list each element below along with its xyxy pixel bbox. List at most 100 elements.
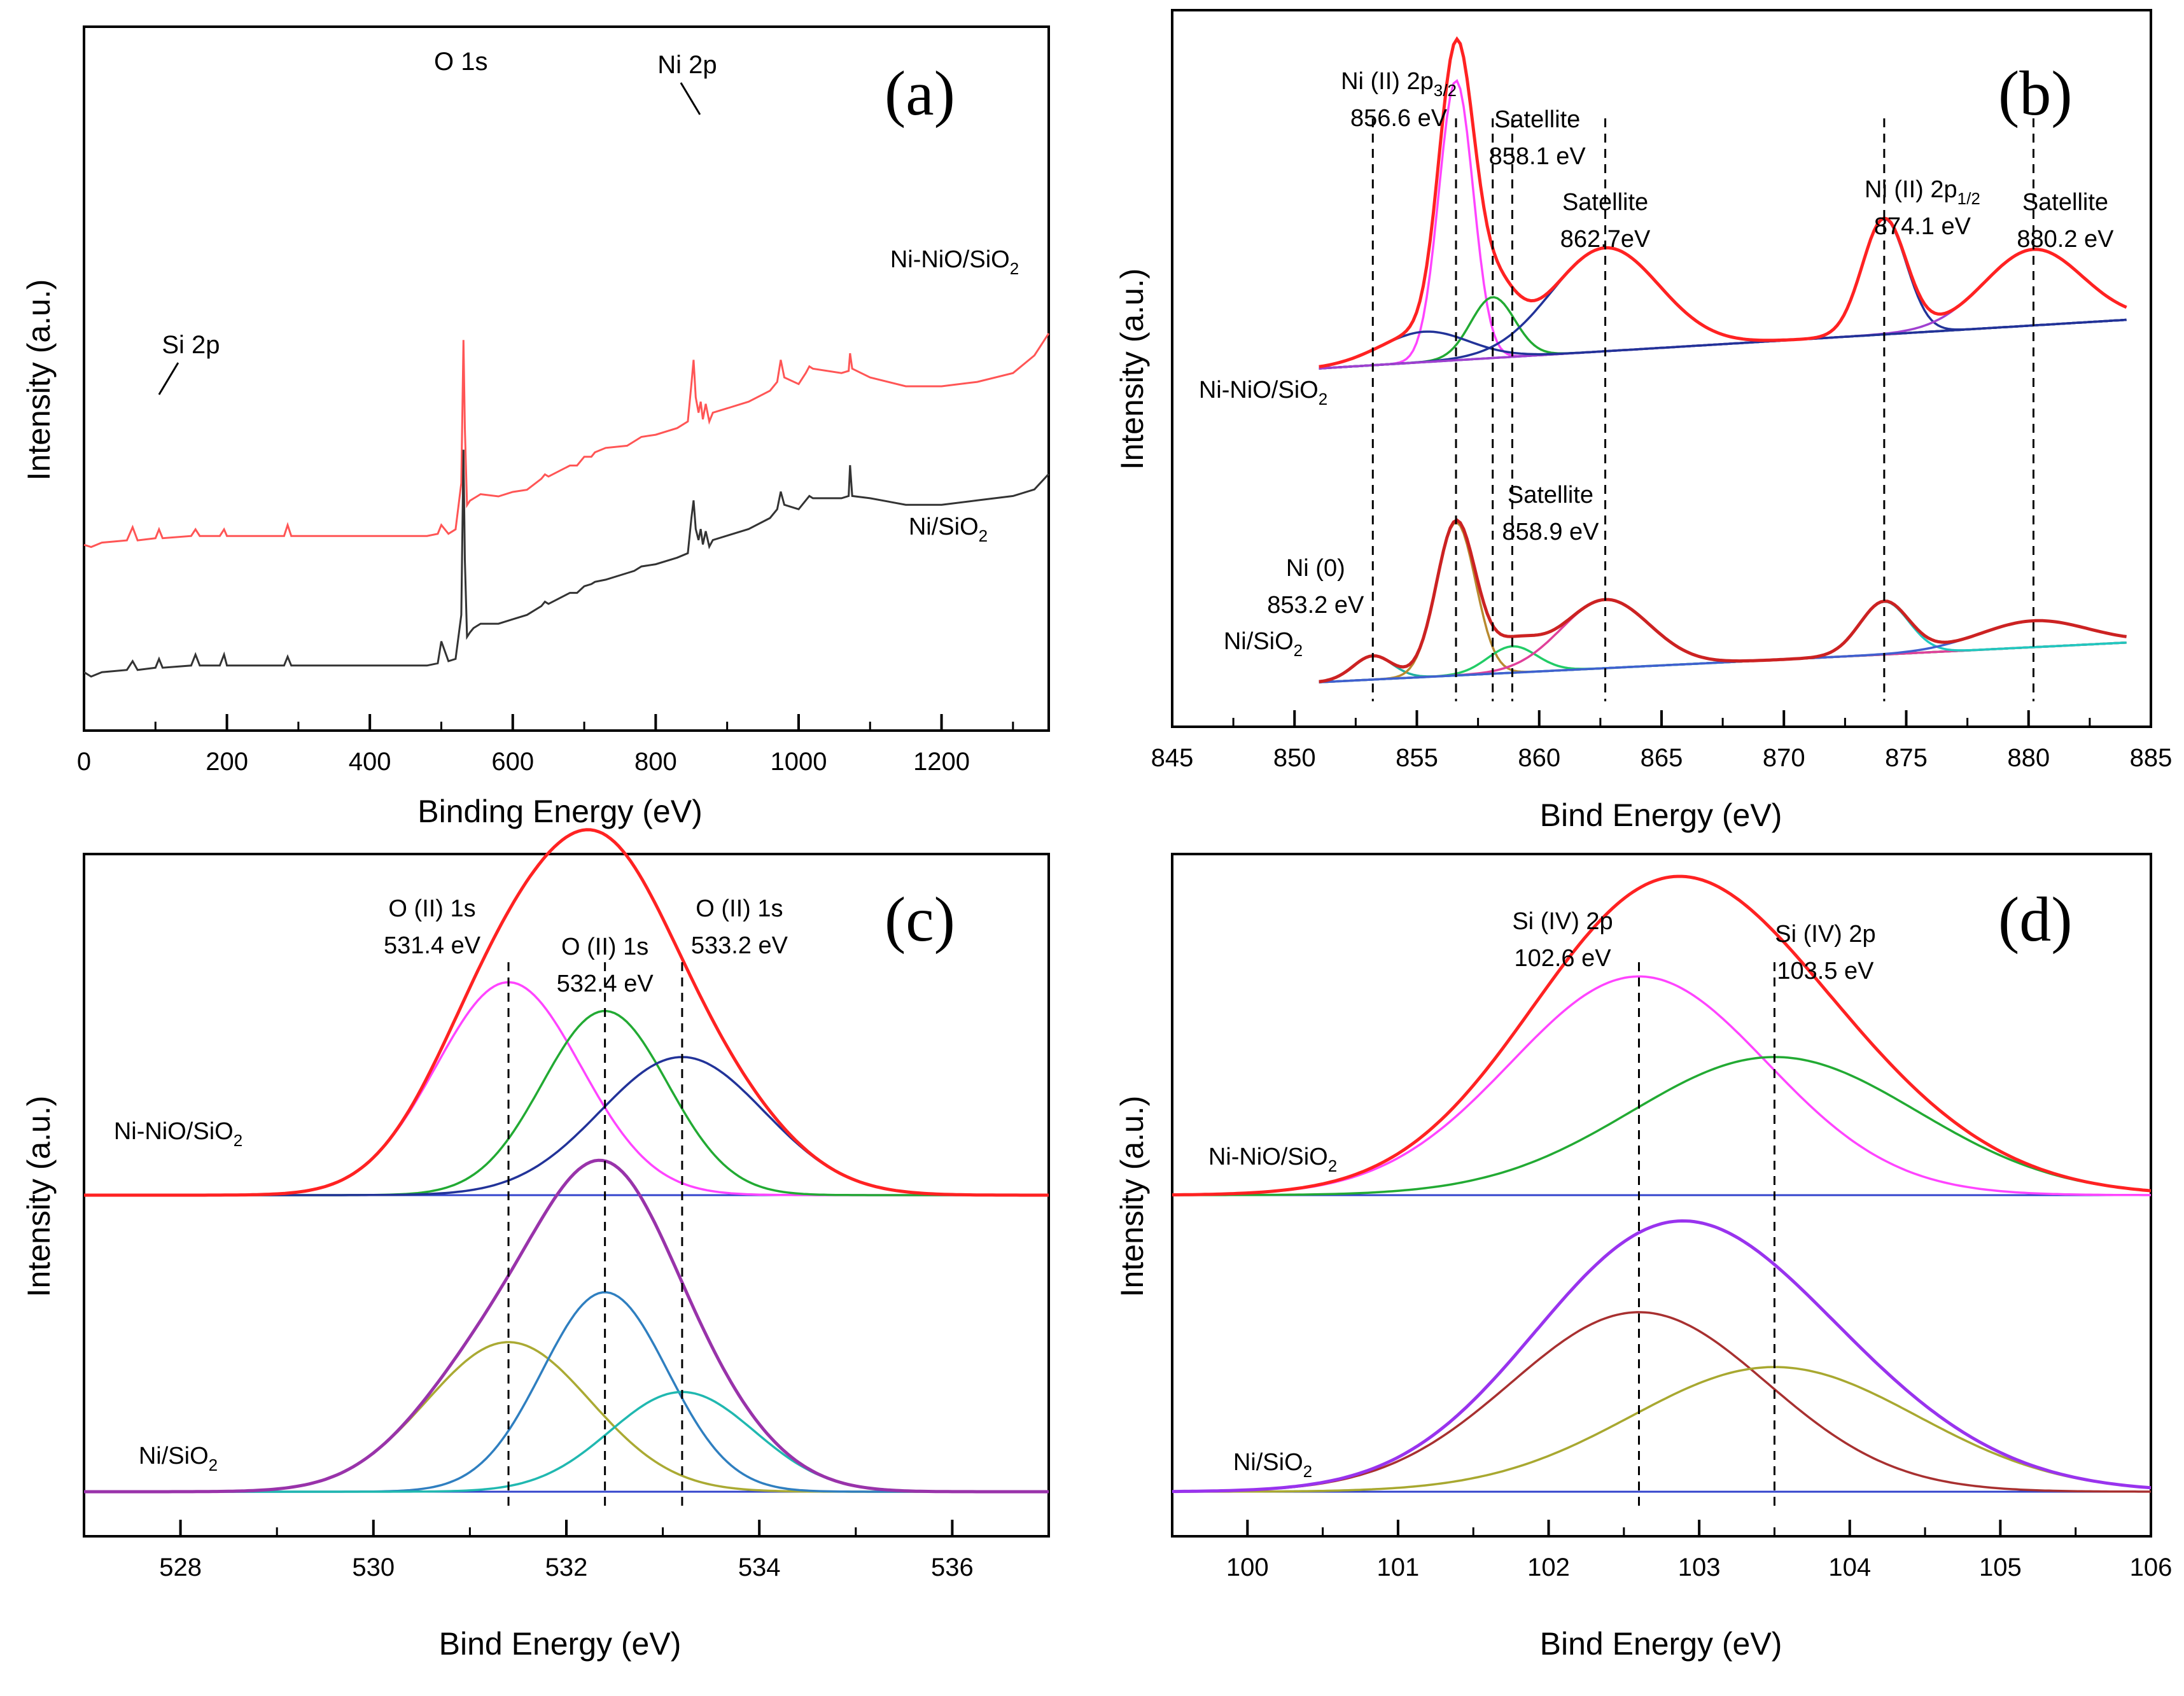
annotation-si2p: Si 2p [162, 331, 220, 359]
x-tick-label: 536 [931, 1553, 974, 1581]
peak-label: Si (IV) 2p [1775, 921, 1875, 948]
sample-label: Ni-NiO/SiO2 [114, 1118, 242, 1150]
fit-envelope [1172, 874, 2152, 1196]
x-tick-label: 865 [1641, 744, 1683, 772]
peak-label-value: 103.5 eV [1777, 958, 1874, 985]
sample-label: Ni-NiO/SiO2 [1208, 1144, 1337, 1175]
x-tick-label: 103 [1678, 1553, 1721, 1581]
fit-component [1172, 1056, 2152, 1196]
fit-component [1172, 1311, 2151, 1493]
fit-component [1319, 600, 2127, 683]
y-axis-label: Intensity (a.u.) [21, 1096, 57, 1298]
x-tick-label: 855 [1396, 744, 1438, 772]
spectrum-line-ni-nio-sio2 [83, 333, 1050, 549]
x-tick-label: 885 [2130, 744, 2173, 772]
peak-label: Ni (0) [1286, 555, 1345, 582]
panel-b: 845 850 855 860 865 870 875 880 885 Bind Energy (… [1114, 9, 2173, 833]
annotation-ni2p: Ni 2p [657, 51, 717, 79]
plot-frame [83, 25, 1050, 732]
x-axis-label: Binding Energy (eV) [417, 794, 702, 829]
peak-label-value: 880.2 eV [2017, 226, 2114, 253]
peak-label-value: 862.7eV [1560, 226, 1651, 253]
peak-label-value: 531.4 eV [384, 932, 481, 959]
peak-label-value: 858.1 eV [1489, 143, 1586, 170]
x-tick-label: 528 [159, 1553, 202, 1581]
legend-ni-nio-sio2: Ni-NiO/SiO2 [890, 246, 1019, 278]
peak-label: Satellite [2022, 189, 2108, 216]
x-tick-label: 106 [2130, 1553, 2173, 1581]
fit-envelope [1319, 518, 2127, 683]
peak-label-value: 102.6 eV [1514, 945, 1611, 972]
fit-component [1319, 598, 2127, 683]
peak-label: Satellite [1494, 106, 1580, 133]
fit-component [1319, 246, 2127, 370]
panel-c: 528 530 532 534 536 Bind Energy (eV) Intensity… [21, 828, 1050, 1662]
arrow-ni2p [680, 82, 701, 115]
x-tick-label: 530 [352, 1553, 395, 1581]
x-tick-label: 870 [1763, 744, 1805, 772]
peak-label: O (II) 1s [388, 895, 475, 922]
panel-label: (c) [885, 884, 955, 955]
x-tick-label: 105 [1979, 1553, 2022, 1581]
x-tick-label: 102 [1527, 1553, 1570, 1581]
sample-label: Ni/SiO2 [1224, 628, 1303, 660]
peak-label: Ni (II) 2p1/2 [1865, 176, 1980, 208]
panel-label: (d) [1998, 884, 2073, 955]
x-tick-label: 534 [738, 1553, 781, 1581]
peak-label-value: 874.1 eV [1874, 213, 1971, 240]
fit-component [1319, 619, 2127, 683]
fit-component [1172, 1366, 2152, 1493]
fit-component [1319, 218, 2127, 370]
x-tick-label: 880 [2007, 744, 2050, 772]
fit-envelope [1319, 36, 2127, 368]
fit-envelope [1172, 1219, 2152, 1494]
panel-label: (a) [885, 58, 955, 129]
peak-label-value: 856.6 eV [1350, 105, 1448, 132]
fit-component [84, 1341, 1049, 1493]
x-axis-label: Bind Energy (eV) [439, 1626, 682, 1662]
peak-label: Satellite [1508, 482, 1593, 508]
peak-label-value: 858.9 eV [1502, 519, 1599, 545]
spectrum-line-ni-sio2 [83, 449, 1050, 678]
panel-label: (b) [1998, 58, 2073, 129]
fit-envelope [84, 1158, 1049, 1494]
sample-label: Ni-NiO/SiO2 [1199, 377, 1327, 409]
fit-component [84, 1291, 1049, 1493]
x-tick-label: 1200 [913, 748, 970, 776]
x-tick-label: 101 [1377, 1553, 1420, 1581]
annotation-o1s: O 1s [434, 48, 487, 76]
panel-d: 100 101 102 103 104 105 106 Bind Energy (eV) Int… [1114, 853, 2173, 1662]
x-axis-label: Bind Energy (eV) [1540, 1626, 1782, 1662]
peak-label: Satellite [1562, 189, 1648, 216]
x-tick-label: 860 [1518, 744, 1560, 772]
peak-label: Si (IV) 2p [1512, 908, 1613, 935]
y-axis-label: Intensity (a.u.) [1114, 1096, 1150, 1298]
x-tick-label: 850 [1273, 744, 1316, 772]
peak-label: O (II) 1s [696, 895, 783, 922]
x-tick-label: 100 [1226, 1553, 1269, 1581]
panel-a: 0 200 400 600 800 1000 1200 Binding Energy (eV)… [21, 25, 1050, 829]
fit-component [84, 981, 1049, 1196]
x-tick-label: 104 [1828, 1553, 1871, 1581]
sample-label: Ni/SiO2 [139, 1443, 218, 1475]
peak-label-value: 533.2 eV [691, 932, 788, 959]
x-tick-label: 400 [349, 748, 391, 776]
fit-component [1319, 521, 2127, 683]
x-tick-label: 600 [491, 748, 534, 776]
legend-ni-sio2: Ni/SiO2 [909, 514, 988, 545]
peak-label: O (II) 1s [561, 934, 648, 960]
sample-label: Ni/SiO2 [1233, 1449, 1312, 1481]
fit-component [84, 1391, 1049, 1493]
x-tick-label: 532 [545, 1553, 588, 1581]
fit-component [1319, 248, 2127, 370]
fit-component [1319, 318, 2127, 368]
arrow-si2p [158, 362, 179, 395]
peak-label: Ni (II) 2p3/2 [1341, 68, 1457, 100]
peak-label-value: 853.2 eV [1267, 592, 1364, 619]
x-tick-label: 200 [206, 748, 248, 776]
fit-envelope [84, 828, 1049, 1197]
peak-label-value: 532.4 eV [557, 971, 654, 997]
x-axis-label: Bind Energy (eV) [1540, 797, 1782, 833]
x-tick-label: 875 [1885, 744, 1928, 772]
